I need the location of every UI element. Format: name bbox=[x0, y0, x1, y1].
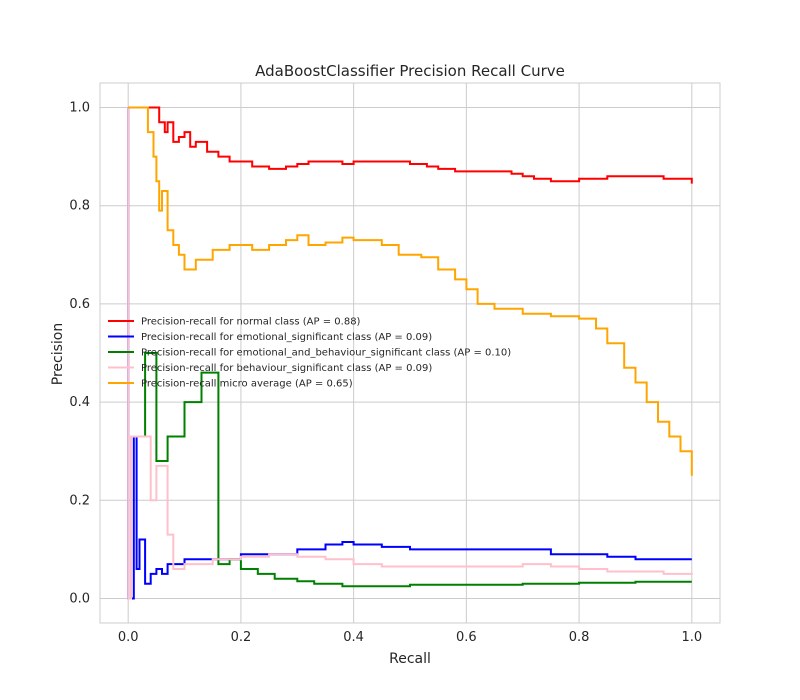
series-line-3 bbox=[127, 107, 693, 600]
x-tick-label: 0.2 bbox=[231, 630, 252, 645]
tick-labels: 0.0 0.2 0.4 0.6 0.8 1.0 0.0 0.2 0.4 0.6 0.8 1.0 bbox=[69, 101, 702, 645]
legend-label-1: Precision-recall for emotional_significa… bbox=[141, 332, 432, 343]
grid-layer bbox=[100, 83, 720, 623]
legend-label-2: Precision-recall for emotional_and_behav… bbox=[141, 348, 511, 359]
x-tick-label: 0.0 bbox=[118, 630, 139, 645]
series-layer bbox=[127, 106, 693, 600]
y-tick-label: 0.8 bbox=[69, 199, 90, 214]
x-tick-label: 0.8 bbox=[569, 630, 590, 645]
y-tick-label: 0.4 bbox=[69, 395, 90, 410]
series-line-2 bbox=[144, 352, 692, 588]
series-line-4 bbox=[128, 106, 693, 476]
legend: Precision-recall for normal class (AP = … bbox=[108, 317, 511, 390]
x-tick-label: 0.6 bbox=[456, 630, 477, 645]
chart-title: AdaBoostClassifier Precision Recall Curv… bbox=[255, 62, 565, 80]
legend-label-0: Precision-recall for normal class (AP = … bbox=[141, 317, 361, 328]
y-tick-label: 0.2 bbox=[69, 493, 90, 508]
x-tick-label: 1.0 bbox=[681, 630, 702, 645]
y-tick-label: 0.0 bbox=[69, 591, 90, 606]
x-tick-label: 0.4 bbox=[343, 630, 364, 645]
x-axis-title: Recall bbox=[389, 651, 431, 667]
y-tick-label: 1.0 bbox=[69, 101, 90, 116]
legend-label-4: Precision-recall micro average (AP = 0.6… bbox=[141, 379, 353, 390]
legend-label-3: Precision-recall for behaviour_significa… bbox=[141, 363, 432, 374]
y-axis-title: Precision bbox=[50, 323, 66, 385]
y-tick-label: 0.6 bbox=[69, 297, 90, 312]
plot-area bbox=[99, 82, 721, 624]
series-line-0 bbox=[128, 106, 693, 184]
